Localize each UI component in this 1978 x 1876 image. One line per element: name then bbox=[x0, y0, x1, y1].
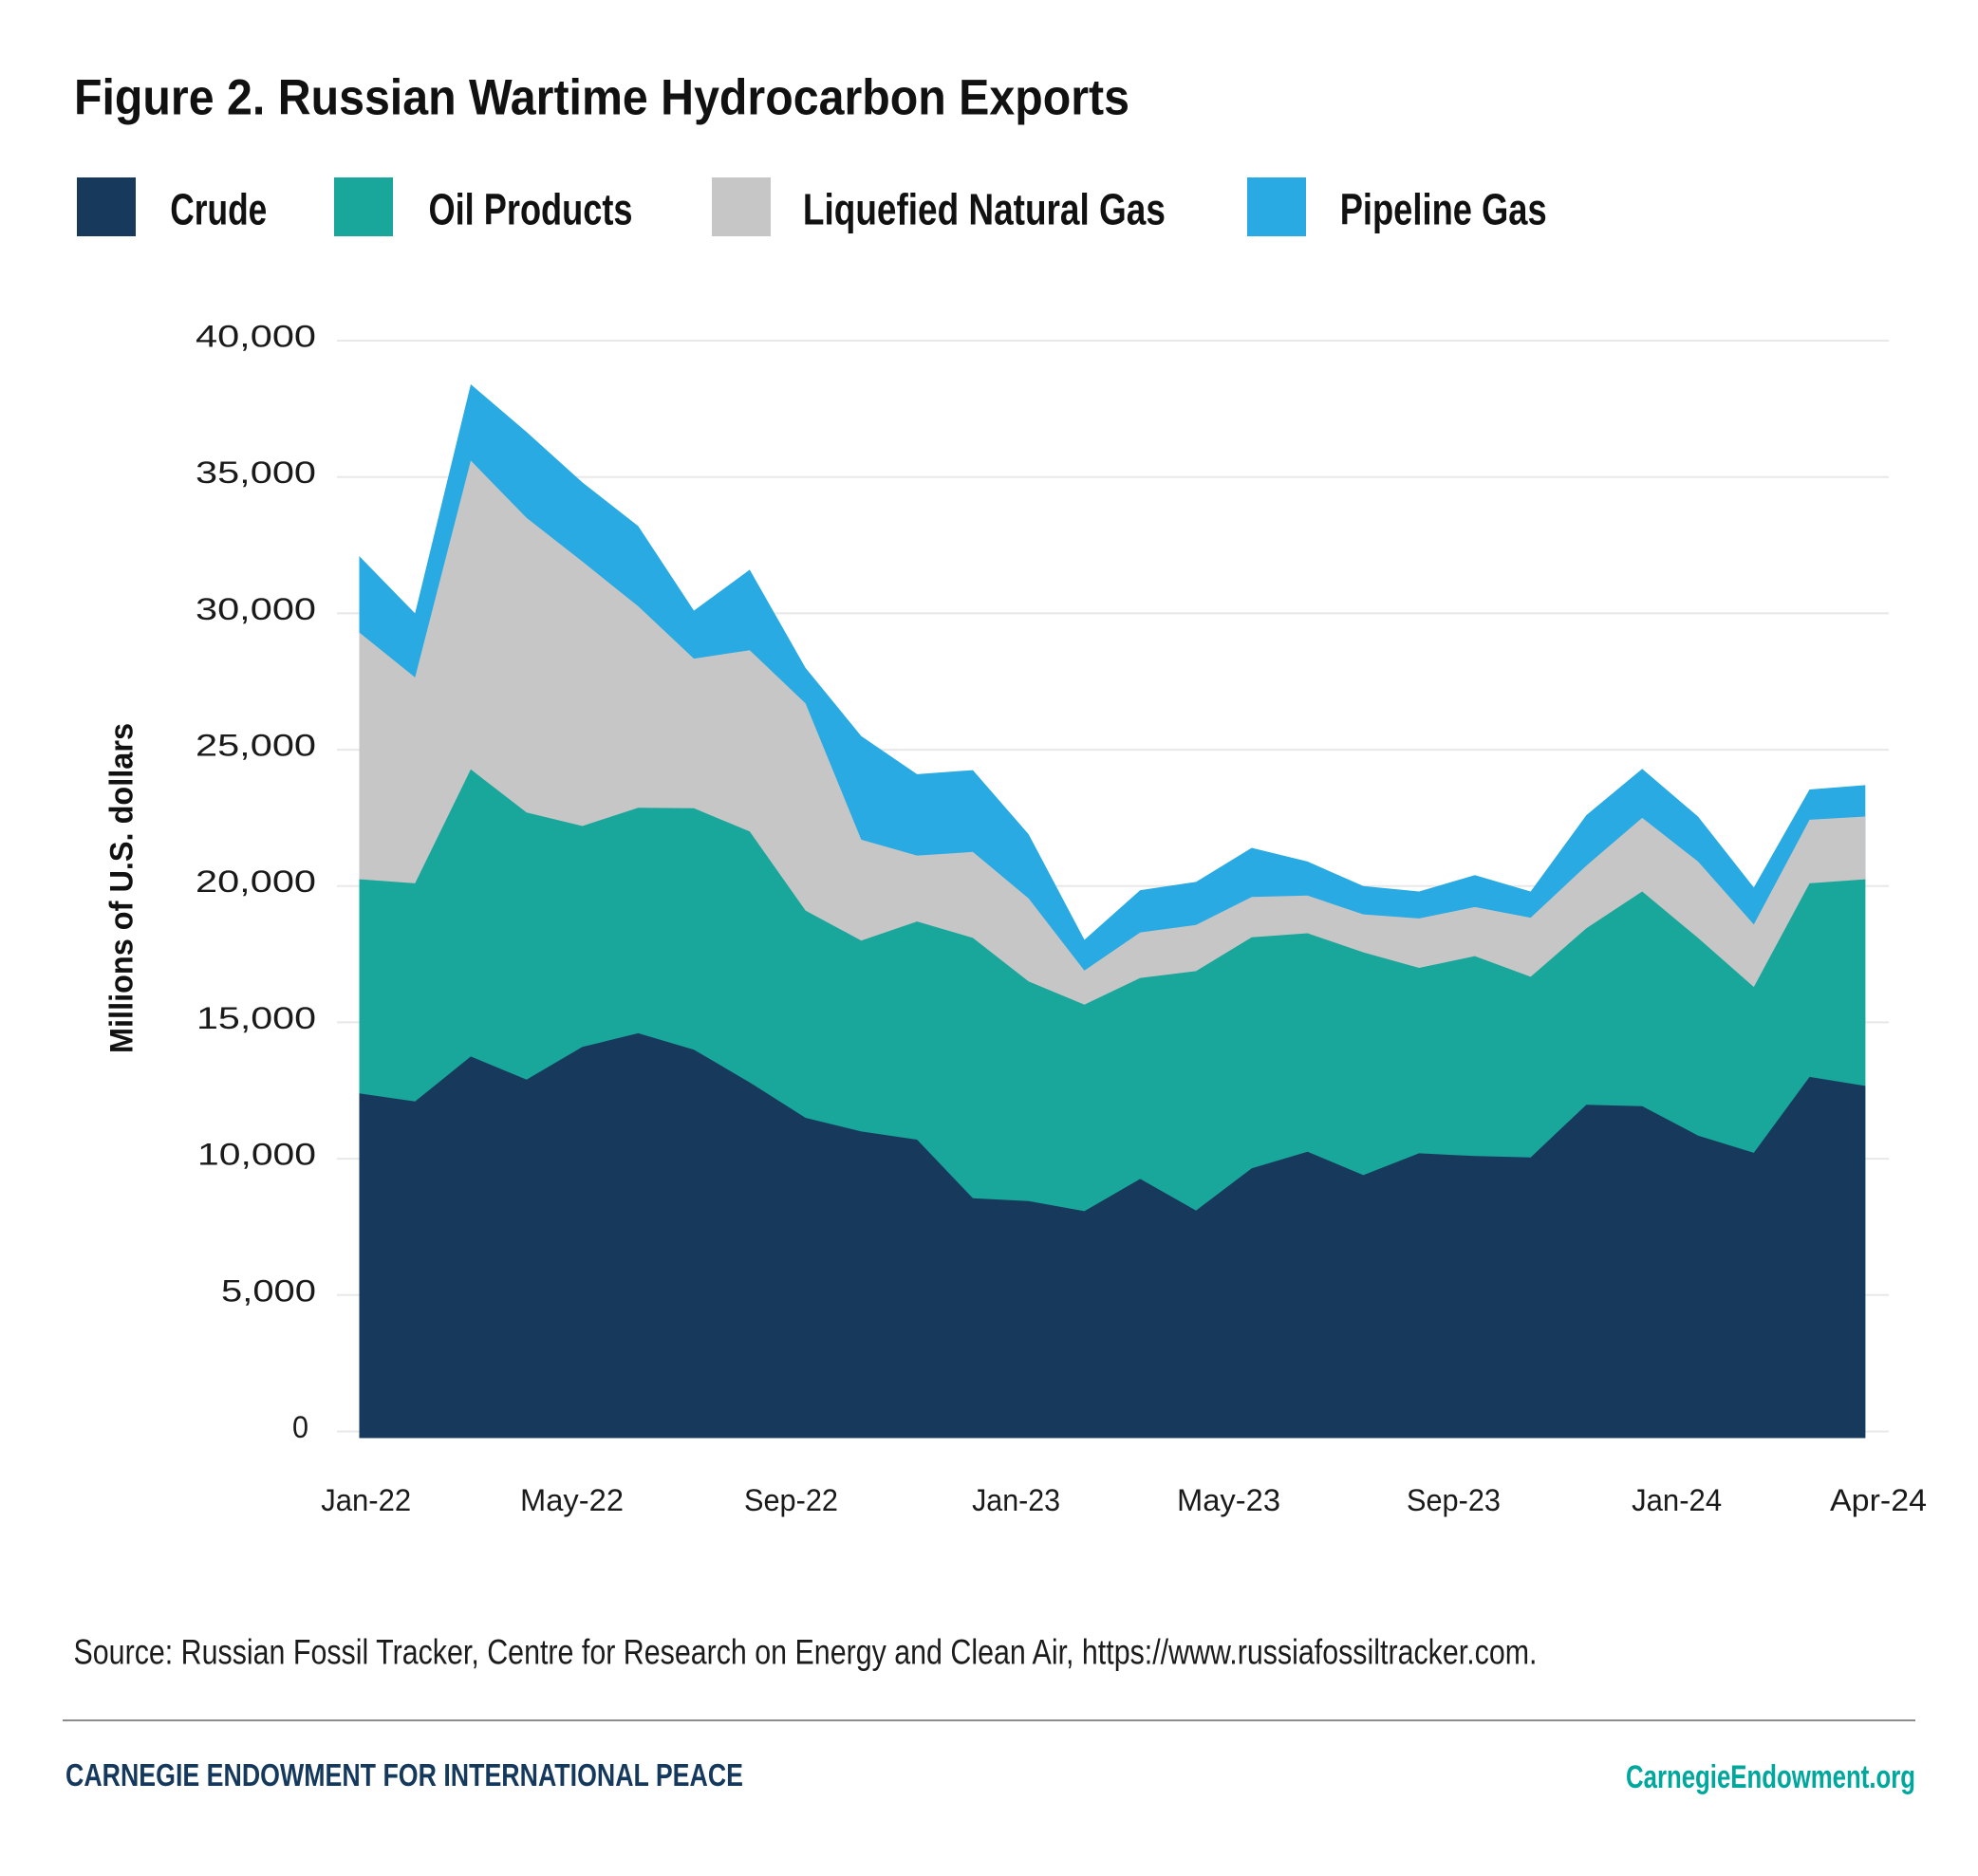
svg-text:Source: Russian Fossil Tracker: Source: Russian Fossil Tracker, Centre f… bbox=[74, 1633, 1538, 1672]
svg-text:10,000: 10,000 bbox=[197, 1138, 316, 1172]
svg-text:Apr-24: Apr-24 bbox=[1830, 1483, 1927, 1517]
svg-text:Figure 2. Russian Wartime Hydr: Figure 2. Russian Wartime Hydrocarbon Ex… bbox=[74, 69, 1129, 125]
svg-text:May-22: May-22 bbox=[520, 1483, 624, 1517]
svg-text:20,000: 20,000 bbox=[196, 864, 316, 899]
svg-text:Jan-23: Jan-23 bbox=[972, 1483, 1060, 1517]
svg-text:30,000: 30,000 bbox=[196, 592, 316, 626]
svg-text:Liquefied Natural Gas: Liquefied Natural Gas bbox=[803, 185, 1166, 234]
svg-text:Sep-23: Sep-23 bbox=[1407, 1483, 1501, 1517]
svg-text:Millions of U.S. dollars: Millions of U.S. dollars bbox=[104, 723, 140, 1053]
svg-text:Jan-22: Jan-22 bbox=[321, 1483, 411, 1517]
svg-text:35,000: 35,000 bbox=[196, 455, 316, 490]
svg-text:CARNEGIE ENDOWMENT FOR INTERNA: CARNEGIE ENDOWMENT FOR INTERNATIONAL PEA… bbox=[65, 1757, 743, 1792]
svg-text:Oil Products: Oil Products bbox=[429, 185, 633, 234]
svg-text:Jan-24: Jan-24 bbox=[1632, 1483, 1722, 1517]
svg-text:5,000: 5,000 bbox=[221, 1273, 316, 1308]
svg-text:25,000: 25,000 bbox=[196, 729, 316, 763]
svg-text:Crude: Crude bbox=[170, 185, 267, 234]
svg-text:CarnegieEndowment.org: CarnegieEndowment.org bbox=[1626, 1759, 1915, 1795]
svg-text:May-23: May-23 bbox=[1177, 1483, 1280, 1517]
svg-text:0: 0 bbox=[292, 1410, 308, 1444]
svg-text:40,000: 40,000 bbox=[196, 320, 316, 354]
svg-text:Pipeline Gas: Pipeline Gas bbox=[1340, 185, 1547, 234]
svg-text:Sep-22: Sep-22 bbox=[744, 1483, 838, 1517]
svg-text:15,000: 15,000 bbox=[196, 1001, 316, 1035]
